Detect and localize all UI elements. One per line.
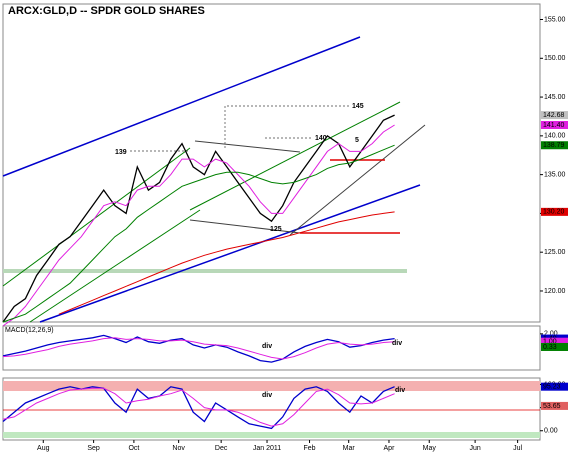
y-tick-label: 150.00 (544, 55, 566, 62)
series-line (2, 386, 395, 430)
chart-title: ARCX:GLD,D -- SPDR GOLD SHARES (8, 5, 205, 17)
annotation: div (262, 343, 272, 350)
x-tick-label: Jun (469, 445, 480, 452)
y-tick-label: 125.00 (544, 249, 566, 256)
price-tag (541, 111, 568, 120)
x-tick-label: Nov (172, 445, 185, 452)
price-tag-label: 0.33 (543, 344, 557, 351)
series-line (58, 211, 395, 315)
y-tick-label: 140.00 (544, 133, 566, 140)
price-tag-label: 95.23 (543, 384, 561, 391)
price-tag (541, 120, 568, 129)
x-tick-label: Oct (128, 445, 139, 452)
y-tick-label: 135.00 (544, 171, 566, 178)
annotation: div (262, 392, 272, 399)
series-line (2, 124, 395, 327)
price-tag-label: 138.79 (543, 142, 565, 149)
annotation: 125 (270, 226, 282, 233)
panel-title: MACD(12,26,9) (5, 327, 54, 334)
annotation: 140 (315, 135, 327, 142)
lower-channel (39, 184, 421, 323)
macd-panel (2, 325, 541, 371)
osc-panel (2, 377, 541, 441)
upper-channel (2, 36, 361, 177)
trendlines (2, 36, 426, 323)
green-trend (189, 101, 401, 211)
gray-trend (289, 124, 426, 236)
green-trend (2, 147, 191, 287)
main-panel (2, 3, 541, 323)
series-line (2, 114, 395, 323)
series-line (2, 387, 395, 427)
price-tag-label: 53.65 (543, 403, 561, 410)
x-tick-label: Jan 2011 (253, 445, 281, 452)
annotation: 139 (115, 149, 127, 156)
series-line (2, 334, 395, 363)
series-line (2, 144, 395, 323)
y-tick-label: 0.00 (544, 428, 558, 435)
gray-trend (194, 140, 301, 153)
price-tag (541, 337, 568, 346)
x-tick-label: May (423, 445, 437, 452)
x-tick-label: Aug (37, 445, 50, 452)
y-tick-label: 145.00 (544, 94, 566, 101)
support-band (3, 269, 407, 273)
price-tag-label: 141.40 (543, 122, 565, 129)
y-tick-label: 155.00 (544, 16, 566, 23)
annotation: div (392, 340, 402, 347)
series-line (2, 337, 395, 360)
price-tag (541, 141, 568, 150)
price-tag (541, 382, 568, 391)
price-tag-label: 130.20 (543, 209, 565, 216)
x-tick-label: Mar (343, 445, 356, 452)
annotation: 145 (352, 103, 364, 110)
y-tick-label: 120.00 (544, 288, 566, 295)
green-trend (29, 209, 201, 323)
x-tick-label: Apr (384, 445, 396, 452)
annotation: div (395, 387, 405, 394)
price-tag-label: 1.00 (543, 339, 557, 346)
price-tag (541, 207, 568, 216)
y-tick-label: 2.00 (544, 331, 558, 338)
gray-trend (189, 219, 301, 234)
oversold-band (3, 432, 540, 438)
overbought-band (3, 381, 540, 391)
x-tick-label: Jul (513, 445, 522, 452)
x-tick-label: Sep (87, 445, 100, 452)
x-tick-label: Dec (215, 445, 228, 452)
price-tag (541, 401, 568, 410)
price-tag (541, 342, 568, 351)
guide (224, 105, 350, 148)
annotation: 5 (355, 137, 359, 144)
x-tick-label: Feb (304, 445, 316, 452)
price-tag-label: 142.68 (543, 112, 565, 119)
